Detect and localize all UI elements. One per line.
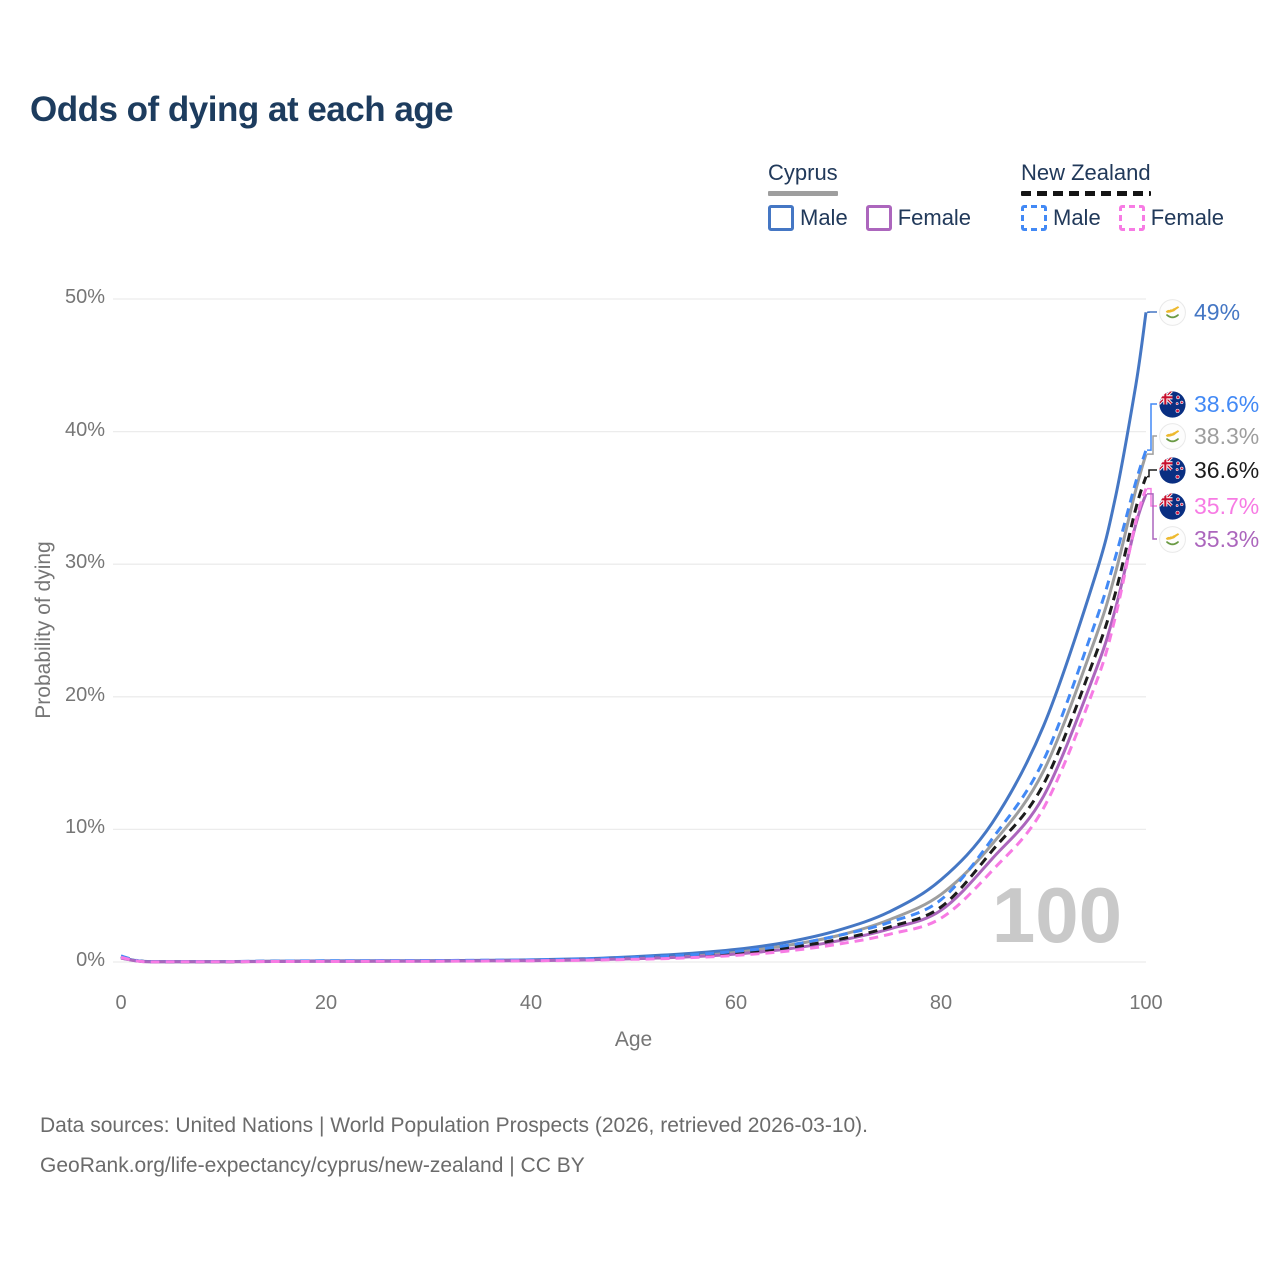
cyprus-flag-icon (1159, 298, 1186, 326)
end-label-new-zealand-both: 36.6% (1159, 456, 1259, 484)
end-label-new-zealand-female: 35.7% (1159, 492, 1259, 520)
legend-item-cyprus-male[interactable]: Male (768, 204, 848, 231)
attribution: Data sources: United Nations | World Pop… (40, 1106, 868, 1186)
y-tick-label: 30% (64, 551, 105, 574)
end-label-value: 35.7% (1194, 492, 1260, 519)
x-tick-label: 100 (1129, 992, 1163, 1014)
cyprus-flag-icon (1159, 422, 1186, 450)
source-url-line: GeoRank.org/life-expectancy/cyprus/new-z… (40, 1154, 585, 1177)
cyprus-line-style-sample (768, 191, 838, 196)
end-label-cyprus-male: 49% (1159, 298, 1240, 326)
end-label-new-zealand-male: 38.6% (1159, 390, 1259, 418)
end-label-value: 49% (1194, 298, 1241, 325)
cyprus-female-swatch (865, 204, 892, 231)
end-label-value: 35.3% (1194, 525, 1260, 552)
legend-item-new-zealand-male[interactable]: Male (1021, 204, 1101, 231)
legend-country-cyprus-label: Cyprus (768, 160, 838, 185)
y-tick-label: 20% (64, 683, 105, 706)
y-tick-label: 50% (64, 286, 105, 308)
data-sources-line: Data sources: United Nations | World Pop… (40, 1114, 869, 1137)
new-zealand-female-swatch (1118, 204, 1145, 231)
x-tick-label: 20 (314, 992, 338, 1014)
end-label-cyprus-both: 38.3% (1159, 422, 1259, 450)
y-tick-label: 40% (64, 418, 105, 441)
new-zealand-flag-icon (1159, 456, 1186, 484)
legend-label: Female (897, 204, 972, 230)
x-axis-title: Age (614, 1028, 653, 1051)
y-tick-label: 0% (76, 949, 105, 971)
age-counter-watermark: 100 (991, 871, 1122, 959)
legend-country-new-zealand-label: New Zealand (1021, 160, 1151, 185)
legend-item-cyprus-female[interactable]: Female (865, 204, 972, 231)
end-label-value: 38.6% (1194, 390, 1260, 417)
new-zealand-male-swatch (1021, 204, 1047, 231)
new-zealand-flag-icon (1159, 390, 1186, 418)
y-tick-label: 10% (64, 816, 105, 839)
x-tick-label: 80 (929, 992, 953, 1014)
legend-label: Male (800, 204, 848, 230)
legend-label: Male (1053, 204, 1101, 230)
legend-label: Female (1150, 204, 1225, 230)
x-tick-label: 40 (519, 992, 543, 1014)
end-label-cyprus-female: 35.3% (1159, 525, 1259, 553)
legend-group-new-zealand: New Zealand Male Female (1021, 160, 1242, 231)
x-tick-label: 0 (115, 992, 127, 1014)
legend-country-new-zealand[interactable]: New Zealand (1021, 160, 1151, 196)
new-zealand-flag-icon (1159, 492, 1186, 520)
page-title: Odds of dying at each age (30, 90, 454, 129)
legend-item-new-zealand-female[interactable]: Female (1118, 204, 1225, 231)
new-zealand-line-style-sample (1021, 191, 1151, 196)
legend-group-cyprus: Cyprus Male Female (768, 160, 989, 231)
cyprus-male-swatch (768, 204, 794, 231)
x-tick-label: 60 (724, 992, 748, 1014)
end-label-value: 38.3% (1194, 422, 1260, 449)
cyprus-flag-icon (1159, 525, 1186, 553)
end-label-value: 36.6% (1194, 456, 1260, 483)
legend-country-cyprus[interactable]: Cyprus (768, 160, 838, 196)
y-axis-title: Probability of dying (32, 541, 55, 719)
